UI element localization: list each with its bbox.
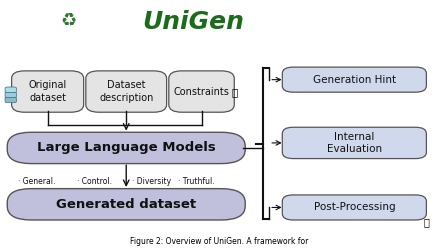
FancyBboxPatch shape	[283, 67, 426, 92]
Text: Generated dataset: Generated dataset	[56, 198, 196, 211]
FancyBboxPatch shape	[5, 92, 16, 98]
FancyBboxPatch shape	[5, 97, 16, 103]
Text: Large Language Models: Large Language Models	[37, 141, 215, 154]
Text: · Diversity: · Diversity	[132, 177, 171, 186]
Text: Figure 2: Overview of UniGen. A framework for: Figure 2: Overview of UniGen. A framewor…	[130, 237, 308, 246]
Text: UniGen: UniGen	[142, 10, 244, 34]
FancyBboxPatch shape	[7, 132, 245, 164]
FancyBboxPatch shape	[86, 71, 166, 112]
FancyBboxPatch shape	[283, 127, 426, 159]
FancyBboxPatch shape	[169, 71, 234, 112]
Text: Internal
Evaluation: Internal Evaluation	[327, 132, 382, 154]
Text: 🔒: 🔒	[231, 87, 237, 97]
Text: Post-Processing: Post-Processing	[314, 202, 395, 212]
Text: Generation Hint: Generation Hint	[313, 75, 396, 85]
Text: · Truthful.: · Truthful.	[177, 177, 214, 186]
Text: Original
dataset: Original dataset	[28, 80, 67, 103]
Text: · Control.: · Control.	[77, 177, 112, 186]
Text: Constraints: Constraints	[173, 86, 230, 97]
FancyBboxPatch shape	[7, 189, 245, 220]
FancyBboxPatch shape	[283, 195, 426, 220]
Text: Dataset
description: Dataset description	[99, 80, 153, 103]
FancyBboxPatch shape	[12, 71, 84, 112]
FancyBboxPatch shape	[5, 87, 16, 92]
Text: 🧰: 🧰	[424, 217, 429, 228]
Text: · General.: · General.	[18, 177, 56, 186]
Text: ♻: ♻	[60, 13, 77, 31]
